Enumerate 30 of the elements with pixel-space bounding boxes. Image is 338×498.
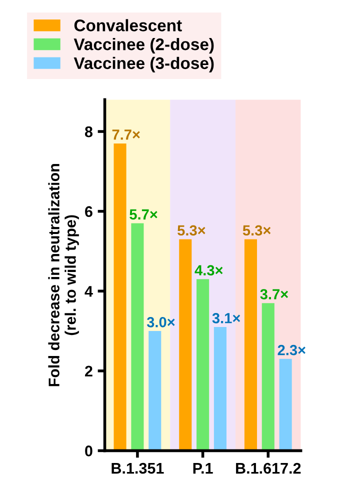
data-label: 4.3× <box>194 265 223 276</box>
x-tick-label: P.1 <box>193 463 213 474</box>
data-label: 7.7× <box>112 130 140 140</box>
bar <box>179 239 192 451</box>
bar <box>148 331 162 451</box>
data-label: 5.3× <box>242 225 271 236</box>
bar <box>279 358 292 451</box>
bar <box>131 223 144 451</box>
data-label: 5.3× <box>178 225 206 236</box>
bar <box>196 279 210 451</box>
y-tick-label: 4 <box>84 286 93 297</box>
bar <box>244 239 257 451</box>
bar <box>262 303 274 451</box>
x-tick-label: B.1.351 <box>112 462 164 474</box>
data-label: 3.1× <box>212 313 240 324</box>
data-label: 3.0× <box>146 316 175 328</box>
data-label: 2.3× <box>278 344 306 356</box>
legend-label: Vaccinee (3-dose) <box>74 56 214 72</box>
data-label: 3.7× <box>260 289 288 300</box>
legend-label: Vaccinee (2-dose) <box>74 38 214 54</box>
bar <box>214 327 226 451</box>
y-tick-label: 2 <box>85 366 92 376</box>
y-tick-label: 8 <box>84 126 93 138</box>
data-label: 5.7× <box>130 209 158 220</box>
legend-label: Convalescent <box>74 19 182 32</box>
y-axis-title: Fold decrease in neutralization (rel. to wild type) <box>48 164 79 386</box>
bar <box>114 143 126 451</box>
y-tick-label: 6 <box>85 206 92 217</box>
y-tick-label: 0 <box>85 446 92 456</box>
x-tick-label: B.1.617.2 <box>236 462 301 474</box>
